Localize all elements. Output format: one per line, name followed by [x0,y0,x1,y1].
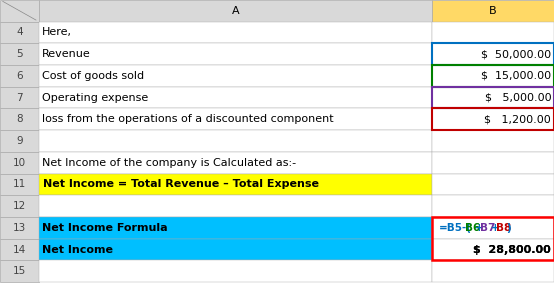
Bar [39,21,432,43]
Bar [0,130,39,152]
Text: B6: B6 [465,223,480,233]
Text: 7: 7 [16,92,23,103]
Text: $  15,000.00: $ 15,000.00 [481,71,551,81]
Bar [39,239,432,260]
Text: 14: 14 [13,245,26,255]
Bar [432,43,554,65]
Bar [39,174,432,195]
Text: Net Income: Net Income [42,245,112,255]
Text: 12: 12 [13,201,26,211]
Bar [0,0,39,21]
Text: +: + [475,223,484,233]
Bar [432,108,554,130]
Text: loss from the operations of a discounted component: loss from the operations of a discounted… [42,114,333,124]
Bar [432,217,554,260]
Text: $  28,800.00: $ 28,800.00 [474,245,551,255]
Bar [39,43,432,65]
Bar [432,87,554,108]
Bar [39,195,432,217]
Text: 10: 10 [13,158,26,168]
Bar [39,260,432,282]
Bar [432,174,554,195]
Bar [432,239,554,260]
Bar [0,217,39,239]
Text: Net Income Formula: Net Income Formula [42,223,167,233]
Bar [0,87,39,108]
Bar [0,239,39,260]
Bar [0,174,39,195]
Text: 15: 15 [13,266,26,276]
Text: $   1,200.00: $ 1,200.00 [485,114,551,124]
Text: A: A [232,6,239,16]
Text: 9: 9 [16,136,23,146]
Bar [432,0,554,21]
Bar [0,195,39,217]
Text: +: + [491,223,499,233]
Bar [39,0,432,21]
Bar [432,152,554,174]
Text: Net Income = Total Revenue – Total Expense: Net Income = Total Revenue – Total Expen… [43,179,319,189]
Bar [432,43,554,65]
Text: Net Income of the company is Calculated as:-: Net Income of the company is Calculated … [42,158,296,168]
Text: Here,: Here, [42,27,71,37]
Text: Revenue: Revenue [42,49,90,59]
Text: Cost of goods sold: Cost of goods sold [42,71,143,81]
Bar [432,217,554,239]
Bar [39,108,432,130]
Text: B8: B8 [496,223,511,233]
Text: 8: 8 [16,114,23,124]
Bar [432,21,554,43]
Bar [39,65,432,87]
Text: Operating expense: Operating expense [42,92,148,103]
Text: ): ) [506,223,511,233]
Text: 4: 4 [16,27,23,37]
Bar [39,217,432,239]
Text: B: B [489,6,497,16]
Bar [39,152,432,174]
Bar [0,65,39,87]
Bar [432,195,554,217]
Bar [0,108,39,130]
Bar [0,43,39,65]
Bar [432,65,554,87]
Bar [0,21,39,43]
Bar [432,87,554,108]
Bar [39,87,432,108]
Bar [39,130,432,152]
Text: 6: 6 [16,71,23,81]
Text: 13: 13 [13,223,26,233]
Text: 5: 5 [16,49,23,59]
Text: B7: B7 [480,223,496,233]
Text: 11: 11 [13,179,26,189]
Text: $   5,000.00: $ 5,000.00 [485,92,551,103]
Bar [432,65,554,87]
Bar [0,152,39,174]
Text: $  50,000.00: $ 50,000.00 [481,49,551,59]
Bar [432,108,554,130]
Bar [0,260,39,282]
Bar [432,130,554,152]
Bar [432,260,554,282]
Text: $  28,800.00: $ 28,800.00 [474,245,551,255]
Text: =B5-(: =B5-( [439,223,472,233]
